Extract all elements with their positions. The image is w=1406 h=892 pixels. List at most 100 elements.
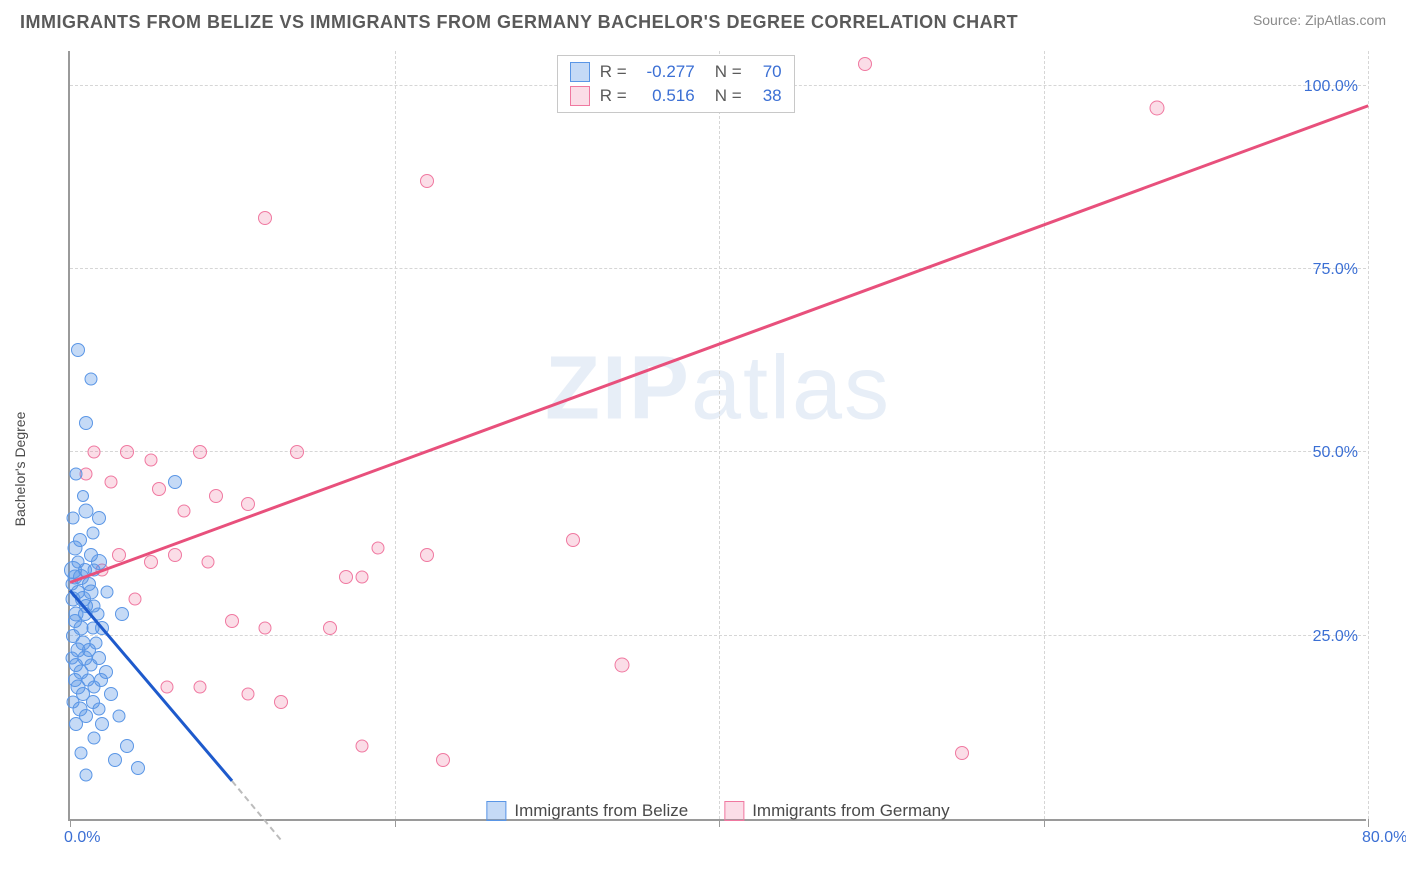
scatter-point-germany bbox=[258, 622, 271, 635]
legend-swatch bbox=[486, 801, 506, 821]
scatter-point-belize bbox=[77, 490, 89, 502]
series-legend-label: Immigrants from Belize bbox=[514, 801, 688, 821]
plot-area: ZIPatlas 25.0%50.0%75.0%100.0%0.0%80.0%R… bbox=[68, 51, 1366, 821]
legend-swatch bbox=[570, 62, 590, 82]
scatter-point-germany bbox=[372, 541, 385, 554]
scatter-point-belize bbox=[79, 416, 93, 430]
scatter-point-germany bbox=[420, 548, 434, 562]
chart-title: IMMIGRANTS FROM BELIZE VS IMMIGRANTS FRO… bbox=[20, 12, 1018, 33]
scatter-point-germany bbox=[242, 688, 255, 701]
x-tick bbox=[395, 819, 396, 827]
series-legend-item: Immigrants from Germany bbox=[724, 801, 949, 821]
gridline-v bbox=[395, 51, 396, 819]
y-axis-label: Bachelor's Degree bbox=[12, 412, 28, 527]
scatter-point-belize bbox=[168, 475, 182, 489]
scatter-point-belize bbox=[115, 607, 129, 621]
x-tick-label: 0.0% bbox=[64, 829, 100, 847]
scatter-point-germany bbox=[144, 555, 158, 569]
gridline-h bbox=[70, 268, 1366, 269]
legend-swatch bbox=[570, 86, 590, 106]
scatter-point-germany bbox=[339, 570, 353, 584]
scatter-point-germany bbox=[201, 556, 214, 569]
scatter-point-belize bbox=[71, 343, 85, 357]
scatter-point-belize bbox=[104, 687, 118, 701]
gridline-v bbox=[1044, 51, 1045, 819]
gridline-v bbox=[719, 51, 720, 819]
scatter-point-germany bbox=[152, 482, 166, 496]
series-legend-label: Immigrants from Germany bbox=[752, 801, 949, 821]
scatter-point-germany bbox=[420, 174, 434, 188]
gridline-v bbox=[1368, 51, 1369, 819]
scatter-point-germany bbox=[193, 445, 207, 459]
scatter-point-germany bbox=[161, 681, 174, 694]
scatter-point-germany bbox=[193, 681, 206, 694]
scatter-point-germany bbox=[290, 445, 304, 459]
scatter-point-belize bbox=[92, 511, 106, 525]
legend-swatch bbox=[724, 801, 744, 821]
scatter-point-belize bbox=[88, 732, 101, 745]
scatter-point-germany bbox=[225, 614, 239, 628]
scatter-point-germany bbox=[614, 658, 629, 673]
scatter-point-belize bbox=[120, 739, 134, 753]
scatter-point-belize bbox=[67, 540, 82, 555]
scatter-point-germany bbox=[241, 497, 255, 511]
x-tick-label: 80.0% bbox=[1362, 829, 1406, 847]
scatter-point-germany bbox=[323, 621, 337, 635]
scatter-point-belize bbox=[88, 681, 101, 694]
scatter-point-germany bbox=[128, 593, 141, 606]
scatter-point-belize bbox=[69, 717, 83, 731]
scatter-point-germany bbox=[955, 746, 969, 760]
n-value: 38 bbox=[752, 86, 782, 106]
scatter-point-germany bbox=[1150, 100, 1165, 115]
y-tick-label: 50.0% bbox=[1313, 444, 1358, 462]
r-value: -0.277 bbox=[637, 62, 695, 82]
r-value: 0.516 bbox=[637, 86, 695, 106]
y-tick-label: 100.0% bbox=[1304, 78, 1358, 96]
scatter-point-belize bbox=[101, 585, 114, 598]
r-label: R = bbox=[600, 62, 627, 82]
scatter-point-germany bbox=[120, 445, 134, 459]
scatter-point-belize bbox=[93, 703, 106, 716]
scatter-point-belize bbox=[67, 512, 80, 525]
scatter-point-germany bbox=[356, 739, 369, 752]
scatter-point-germany bbox=[177, 505, 190, 518]
scatter-point-germany bbox=[274, 695, 288, 709]
scatter-point-germany bbox=[566, 533, 580, 547]
scatter-point-germany bbox=[356, 571, 369, 584]
scatter-point-belize bbox=[70, 468, 83, 481]
scatter-point-belize bbox=[108, 753, 122, 767]
y-tick-label: 25.0% bbox=[1313, 628, 1358, 646]
scatter-point-belize bbox=[131, 761, 145, 775]
source-label: Source: ZipAtlas.com bbox=[1253, 12, 1386, 28]
n-label: N = bbox=[715, 86, 742, 106]
y-tick-label: 75.0% bbox=[1313, 261, 1358, 279]
scatter-point-germany bbox=[209, 489, 223, 503]
r-label: R = bbox=[600, 86, 627, 106]
scatter-point-belize bbox=[86, 527, 99, 540]
series-legend: Immigrants from Belize Immigrants from Ge… bbox=[486, 801, 949, 821]
correlation-legend: R = -0.277 N = 70 R = 0.516 N = 38 bbox=[557, 55, 795, 113]
gridline-h bbox=[70, 451, 1366, 452]
scatter-point-germany bbox=[436, 753, 450, 767]
n-value: 70 bbox=[752, 62, 782, 82]
n-label: N = bbox=[715, 62, 742, 82]
x-tick bbox=[1368, 819, 1369, 827]
series-legend-item: Immigrants from Belize bbox=[486, 801, 688, 821]
x-tick bbox=[70, 819, 71, 827]
scatter-point-germany bbox=[88, 446, 101, 459]
scatter-point-germany bbox=[168, 548, 182, 562]
correlation-legend-row: R = 0.516 N = 38 bbox=[570, 86, 782, 106]
scatter-point-germany bbox=[145, 453, 158, 466]
chart-container: Bachelor's Degree ZIPatlas 25.0%50.0%75.… bbox=[20, 41, 1386, 861]
scatter-point-germany bbox=[258, 211, 272, 225]
scatter-point-belize bbox=[80, 769, 93, 782]
trend-line-belize-extrapolated bbox=[231, 781, 281, 841]
scatter-point-belize bbox=[95, 717, 109, 731]
scatter-point-germany bbox=[858, 57, 872, 71]
correlation-legend-row: R = -0.277 N = 70 bbox=[570, 62, 782, 82]
scatter-point-belize bbox=[85, 373, 98, 386]
scatter-point-belize bbox=[112, 710, 125, 723]
x-tick bbox=[1044, 819, 1045, 827]
scatter-point-belize bbox=[75, 747, 88, 760]
scatter-point-germany bbox=[104, 475, 117, 488]
